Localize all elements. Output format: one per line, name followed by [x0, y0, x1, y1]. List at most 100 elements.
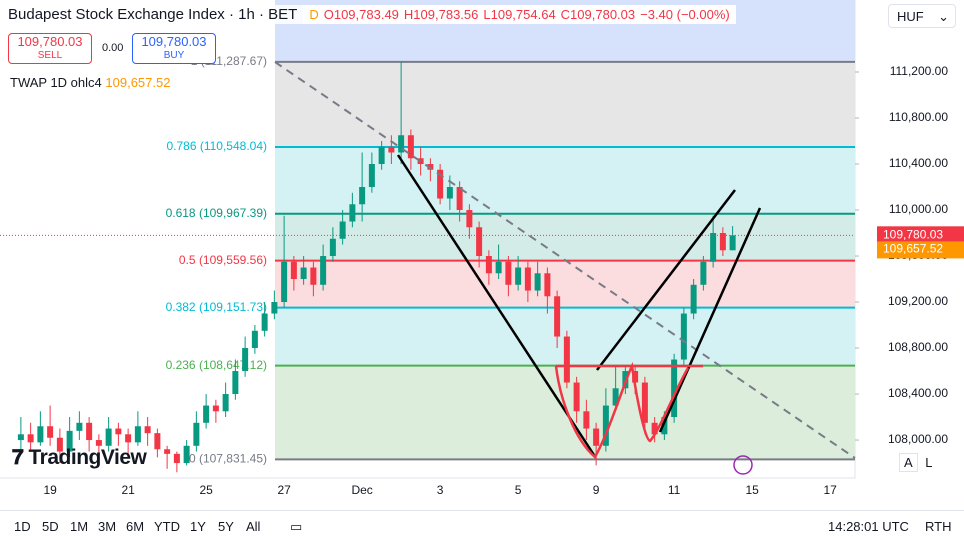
candle-body [154, 433, 161, 450]
y-tick-label: 110,400.00 [889, 156, 948, 170]
indicator: TWAP 1D ohlc4 109,657.52 [10, 75, 170, 90]
fib-label: 0.5 (109,559.56) [179, 253, 267, 267]
candle-body [222, 394, 229, 412]
candle-body [271, 302, 278, 314]
fib-label: 0 (107,831.45) [189, 452, 267, 466]
candle-body [446, 187, 453, 199]
range-button[interactable]: 1Y [190, 519, 206, 534]
buy-price: 109,780.03 [141, 34, 207, 49]
candle-body [534, 273, 541, 291]
twap-box [877, 241, 964, 259]
logo: 𝟕 TradingView [12, 446, 147, 469]
candle-body [203, 405, 210, 423]
range-button[interactable]: 1M [70, 519, 89, 534]
range-button[interactable]: 1D [14, 519, 31, 534]
candle-body [437, 169, 444, 199]
symbol-title: Budapest Stock Exchange Index · 1h · BET [8, 6, 298, 23]
candle-body [17, 434, 24, 441]
candle-body [427, 164, 434, 170]
sell-button[interactable]: 109,780.03 SELL [8, 33, 92, 64]
ohlc-close: C109,780.03 [560, 7, 636, 22]
candle-body [378, 146, 385, 165]
log-button[interactable]: L [925, 455, 933, 470]
clock: 14:28:01 UTC [828, 519, 909, 534]
candle-body [612, 388, 619, 406]
ohlc-change: −3.40 (−0.00%) [640, 7, 730, 22]
fib-band [275, 260, 855, 308]
x-tick-label: 17 [823, 483, 837, 497]
fib-label: 0.236 (108,647.12) [166, 358, 267, 372]
date-range-icon[interactable]: ▭ [290, 519, 303, 534]
range-button[interactable]: 5Y [218, 519, 234, 534]
y-tick-label: 108,400.00 [888, 386, 948, 400]
candle-body [651, 422, 658, 435]
candle-body [388, 146, 395, 153]
buy-button[interactable]: 109,780.03 BUY [132, 33, 216, 64]
ohlc-open: O109,783.49 [323, 7, 399, 22]
candle-body [56, 437, 63, 452]
candle-body [505, 261, 512, 285]
candle-body [66, 430, 73, 452]
candle-body [329, 238, 336, 257]
candle-body [47, 426, 54, 438]
ohlc-low: L109,754.64 [483, 7, 556, 22]
candle-body [37, 426, 44, 443]
twap-label: 109,657.52 [883, 242, 943, 256]
candle-body [622, 371, 629, 389]
y-tick-label: 108,000.00 [888, 432, 948, 446]
session[interactable]: RTH [925, 519, 952, 534]
sell-price: 109,780.03 [17, 34, 83, 49]
candle-body [407, 135, 414, 159]
x-tick-label: 5 [515, 483, 522, 497]
candle-body [661, 417, 668, 435]
candle-body [290, 261, 297, 280]
x-tick-label: Dec [351, 483, 372, 497]
candle-body [349, 204, 356, 222]
candle-body [339, 221, 346, 239]
candle-body [700, 261, 707, 285]
candle-body [456, 187, 463, 211]
candle-body [125, 434, 132, 443]
range-button[interactable]: All [246, 519, 261, 534]
candle-body [485, 256, 492, 274]
indicator-value: 109,657.52 [105, 75, 171, 90]
x-tick-label: 3 [437, 483, 444, 497]
currency-select[interactable]: HUF ⌄ [888, 4, 956, 28]
candle-body [573, 382, 580, 412]
candle-body [251, 330, 258, 349]
fib-band [275, 61, 855, 147]
candle-body [710, 233, 717, 262]
candle-body [671, 359, 678, 418]
candle-body [281, 261, 288, 303]
candle-body [690, 284, 697, 314]
candle-body [27, 434, 34, 443]
candle-body [242, 348, 249, 372]
candle-body [515, 267, 522, 285]
range-button[interactable]: YTD [154, 519, 180, 534]
candle-body [554, 296, 561, 337]
range-button[interactable]: 6M [126, 519, 145, 534]
y-tick-label: 110,800.00 [889, 110, 948, 124]
ohlc-high: H109,783.56 [403, 7, 479, 22]
candle-body [232, 371, 239, 395]
x-tick-label: 15 [745, 483, 759, 497]
range-button[interactable]: 3M [98, 519, 117, 534]
last-price-label: 109,780.03 [883, 227, 943, 241]
candle-body [261, 313, 268, 331]
range-button[interactable]: 5D [42, 519, 59, 534]
y-tick-label: 109,200.00 [888, 294, 948, 308]
x-tick-label: 11 [668, 483, 681, 497]
x-tick-label: 21 [121, 483, 135, 497]
indicator-name: TWAP 1D ohlc4 [10, 75, 102, 90]
auto-button[interactable]: A [899, 453, 918, 472]
candle-body [417, 158, 424, 165]
candle-body [495, 261, 502, 274]
y-tick-label: 108,800.00 [888, 340, 948, 354]
y-tick-label: 111,200.00 [890, 64, 949, 78]
candle-body [95, 440, 102, 446]
candle-body [144, 426, 151, 434]
ohlc: D O109,783.49 H109,783.56 L109,754.64 C1… [303, 5, 736, 24]
candle-body [105, 428, 112, 446]
candle-body [173, 453, 180, 464]
